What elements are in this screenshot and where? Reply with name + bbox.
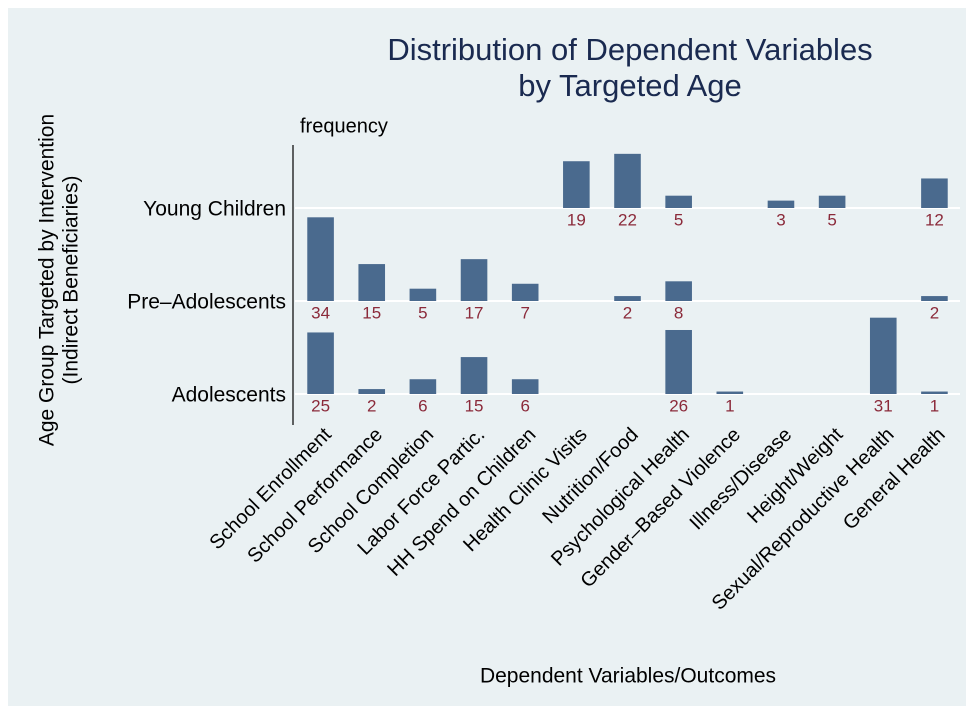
background <box>8 8 966 706</box>
bar <box>409 379 437 394</box>
bar <box>614 153 641 208</box>
bar <box>818 195 846 208</box>
bar <box>921 178 948 208</box>
data-label: 5 <box>418 303 427 322</box>
data-label: 5 <box>674 210 683 229</box>
data-label: 15 <box>465 396 484 415</box>
bar <box>716 391 744 394</box>
data-label: 6 <box>520 396 529 415</box>
bar <box>563 161 590 208</box>
bar <box>511 379 539 394</box>
bar <box>665 281 692 301</box>
subtitle: frequency <box>300 115 388 137</box>
data-label: 3 <box>776 210 785 229</box>
y-tick-label: Pre–Adolescents <box>127 291 286 314</box>
data-label: 1 <box>930 396 939 415</box>
x-axis-title: Dependent Variables/Outcomes <box>480 665 776 688</box>
bar <box>307 217 334 301</box>
data-label: 2 <box>930 303 939 322</box>
data-label: 17 <box>465 303 484 322</box>
bar <box>460 259 488 301</box>
data-label: 7 <box>520 303 529 322</box>
data-label: 26 <box>669 396 688 415</box>
data-label: 8 <box>674 303 683 322</box>
y-tick-label: Adolescents <box>172 384 286 407</box>
bar <box>358 389 386 394</box>
data-label: 15 <box>362 303 381 322</box>
bar <box>358 264 386 301</box>
bar <box>614 296 641 301</box>
bar <box>665 329 692 394</box>
data-label: 22 <box>618 210 637 229</box>
bar <box>921 296 948 301</box>
y-tick-label: Young Children <box>143 198 286 221</box>
data-label: 19 <box>567 210 586 229</box>
data-label: 2 <box>623 303 632 322</box>
chart-title: Distribution of Dependent Variables <box>387 32 872 67</box>
data-label: 5 <box>827 210 836 229</box>
data-label: 31 <box>874 396 893 415</box>
bar <box>869 317 897 394</box>
data-label: 1 <box>725 396 734 415</box>
bar <box>409 288 437 301</box>
bar <box>921 391 948 394</box>
bar <box>665 195 692 208</box>
bar <box>307 332 334 394</box>
y-axis-title: Age Group Targeted by Intervention <box>36 114 59 446</box>
data-label: 2 <box>367 396 376 415</box>
data-label: 6 <box>418 396 427 415</box>
data-label: 12 <box>925 210 944 229</box>
data-label: 25 <box>311 396 330 415</box>
data-label: 34 <box>311 303 330 322</box>
y-axis-title: (Indirect Beneficiaries) <box>60 176 83 385</box>
bar <box>460 357 488 394</box>
chart-title: by Targeted Age <box>518 68 742 103</box>
bar <box>767 200 795 208</box>
bar <box>511 283 539 301</box>
